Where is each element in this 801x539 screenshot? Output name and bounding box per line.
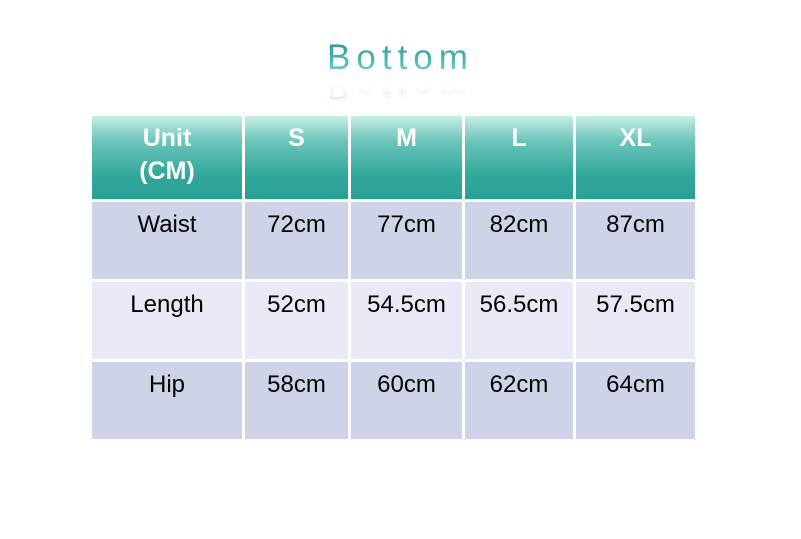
value-cell: 87cm [576, 202, 695, 282]
value-cell: 82cm [465, 202, 576, 282]
header-cell-l: L [465, 116, 576, 202]
value-cell: 62cm [465, 362, 576, 442]
value-cell: 60cm [351, 362, 465, 442]
row-label-cell: Waist [92, 202, 245, 282]
row-label-cell: Length [92, 282, 245, 362]
header-cell-xl: XL [576, 116, 695, 202]
table-row-length: Length 52cm 54.5cm 56.5cm 57.5cm [92, 282, 695, 362]
value-cell: 52cm [245, 282, 351, 362]
value-cell: 58cm [245, 362, 351, 442]
table-header-row: Unit (CM) S M L XL [92, 116, 695, 202]
page-title-text: Bottom [327, 38, 474, 77]
value-cell: 64cm [576, 362, 695, 442]
table-row-waist: Waist 72cm 77cm 82cm 87cm [92, 202, 695, 282]
value-cell: 54.5cm [351, 282, 465, 362]
value-cell: 57.5cm [576, 282, 695, 362]
value-cell: 72cm [245, 202, 351, 282]
header-cell-m: M [351, 116, 465, 202]
header-cell-unit: Unit (CM) [92, 116, 245, 202]
page-title: Bottom Bottom [0, 38, 801, 106]
header-cell-s: S [245, 116, 351, 202]
value-cell: 77cm [351, 202, 465, 282]
value-cell: 56.5cm [465, 282, 576, 362]
page-title-reflection: Bottom [0, 67, 801, 106]
size-chart-table: Unit (CM) S M L XL Waist 72cm 77cm 82cm … [92, 116, 695, 442]
table-row-hip: Hip 58cm 60cm 62cm 64cm [92, 362, 695, 442]
row-label-cell: Hip [92, 362, 245, 442]
